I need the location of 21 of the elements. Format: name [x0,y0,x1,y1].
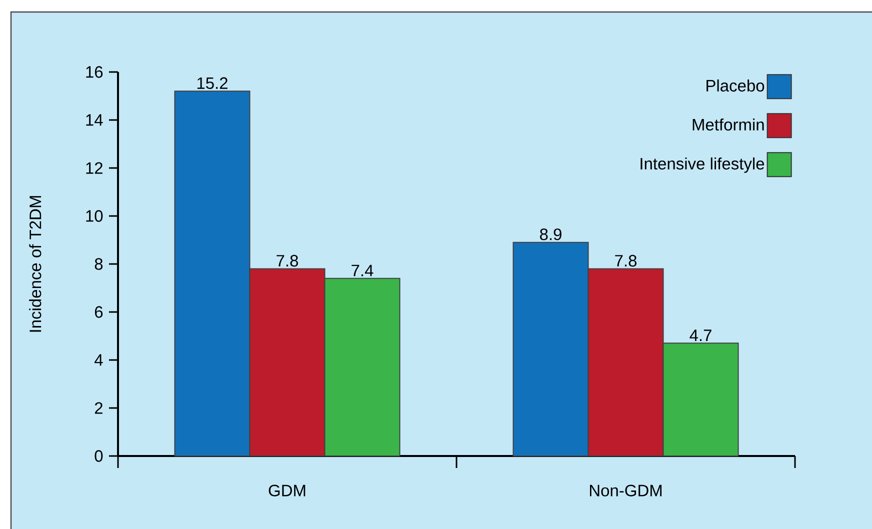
y-tick-label: 6 [94,306,103,318]
data-label: 7.4 [352,264,374,276]
legend-label: Intensive lifestyle [640,157,764,173]
data-label: 4.7 [690,330,712,341]
x-tick-label: Non-GDM [590,484,662,496]
x-tick-label: GDM [268,484,306,496]
y-tick-label: 12 [86,162,102,174]
y-tick-label: 4 [94,354,103,366]
y-tick-label: 10 [86,210,103,222]
legend-label: Placebo [706,79,764,92]
legend-label: Metformin [692,118,764,131]
y-tick-label: 0 [94,450,103,462]
y-tick-label: 2 [94,402,102,414]
data-label: 8.9 [540,228,562,240]
y-tick-label: 8 [94,258,103,270]
data-label: 15.2 [197,77,228,89]
data-label: 7.8 [615,254,637,267]
y-tick-label: 16 [86,66,103,78]
y-axis-title: Incidence of T2DM [29,196,42,332]
y-tick-label: 14 [86,114,103,126]
data-label: 7.8 [276,254,298,267]
